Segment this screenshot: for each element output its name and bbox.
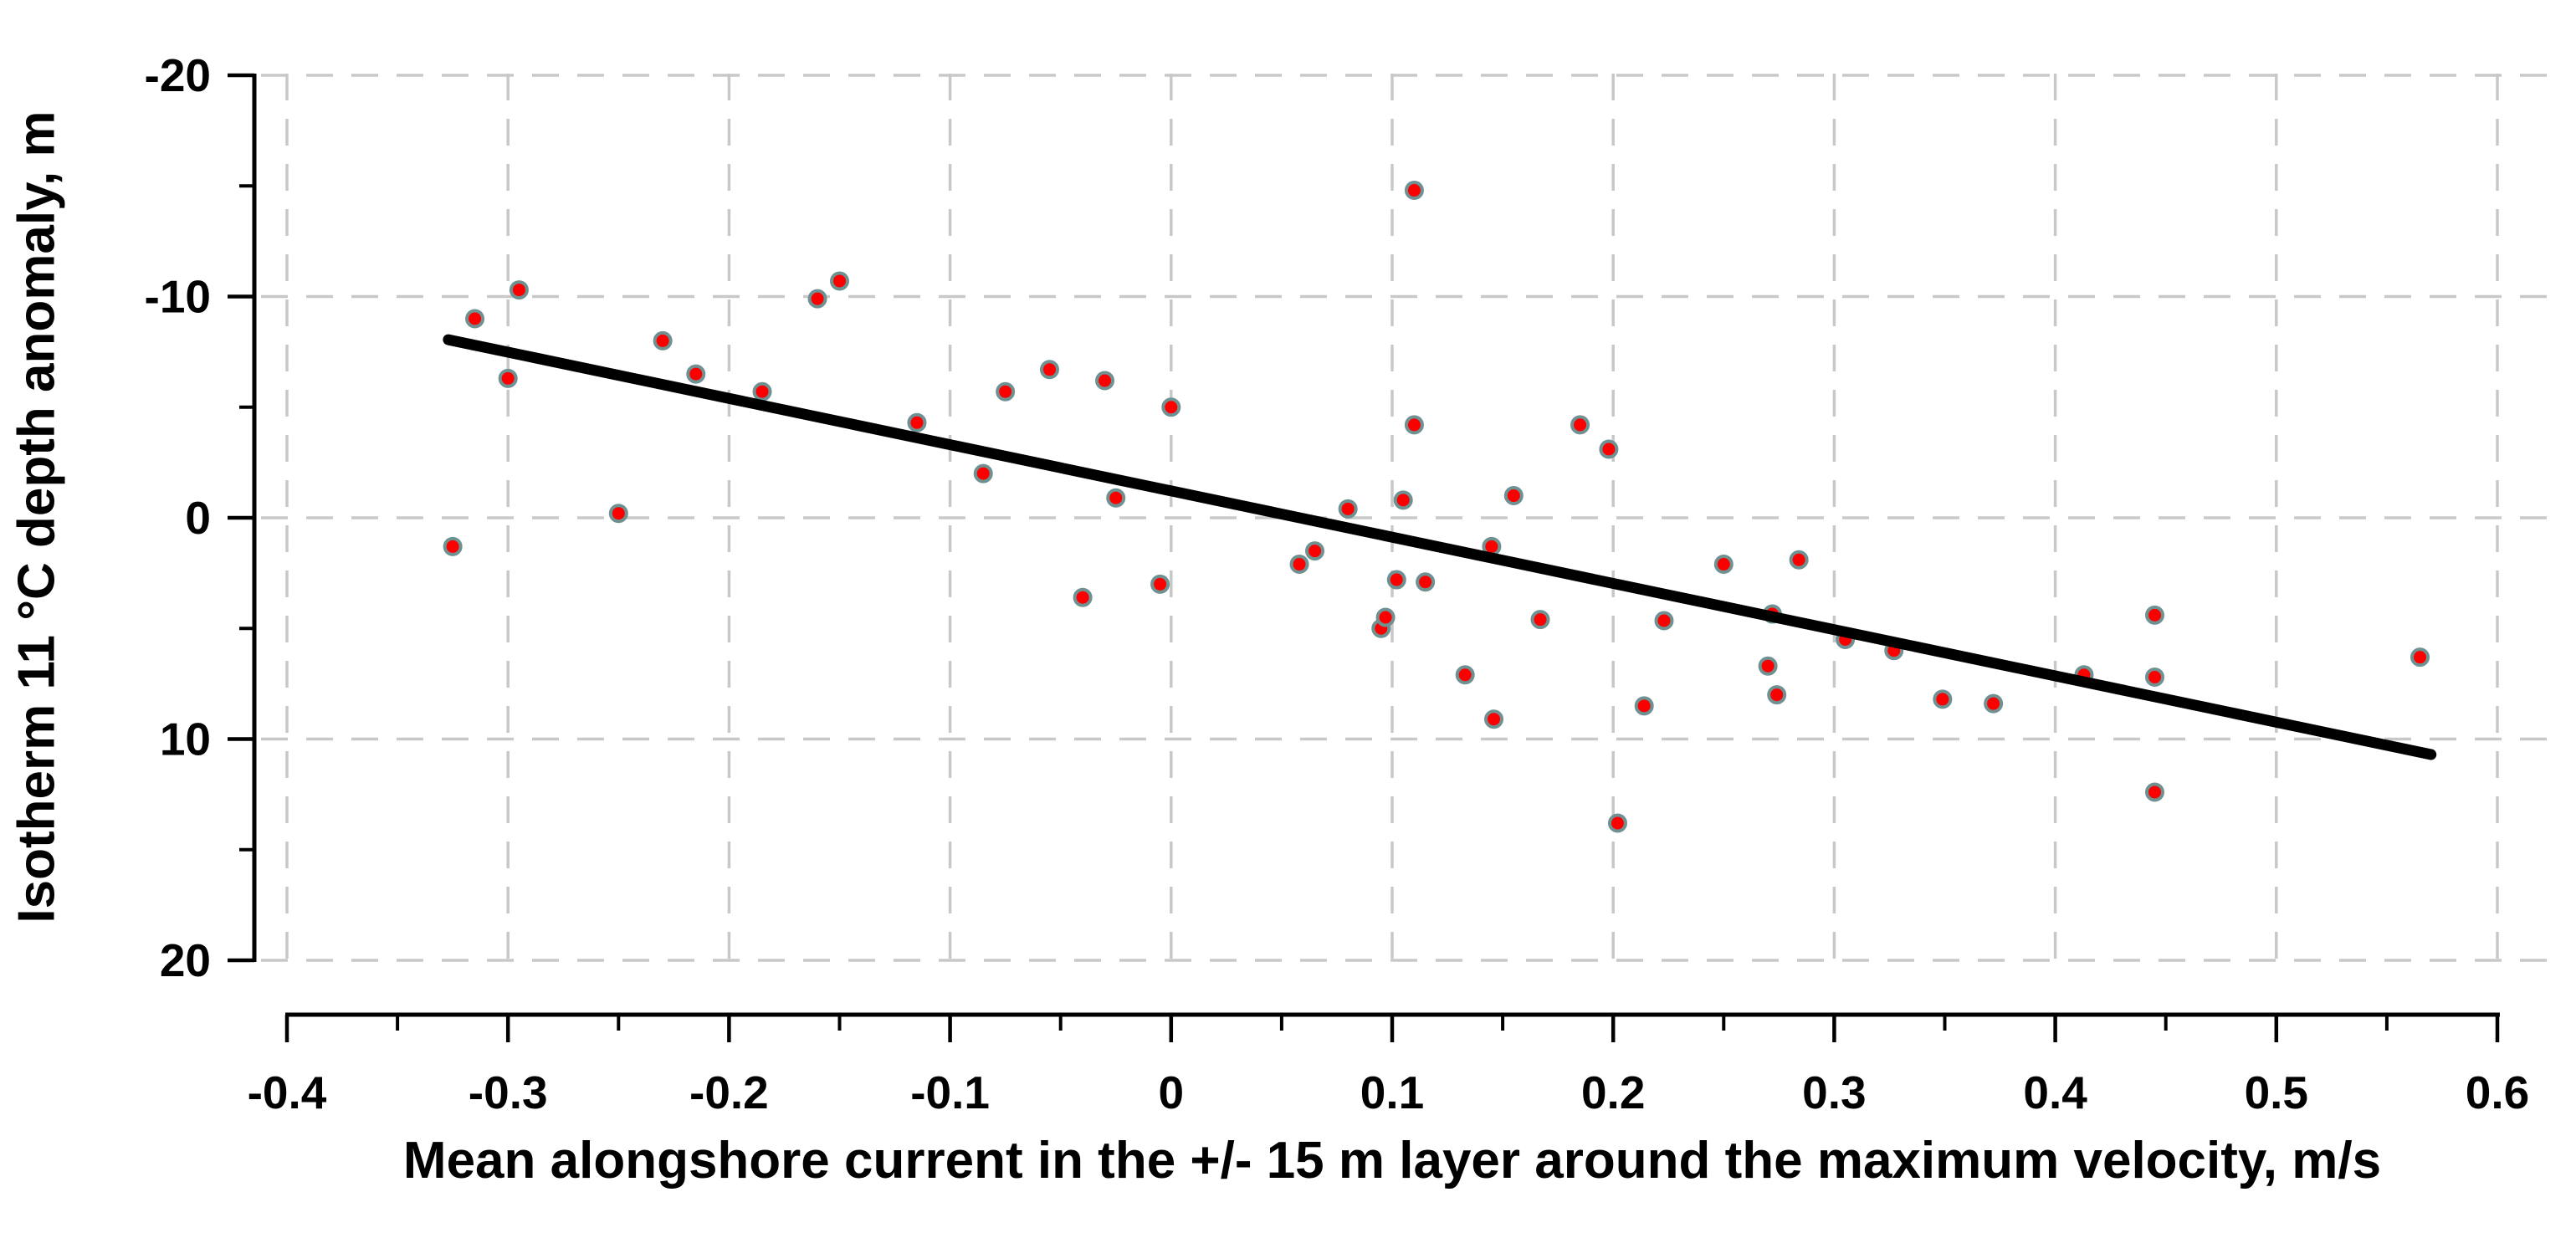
data-point — [1634, 696, 1654, 716]
data-point — [1455, 665, 1475, 685]
data-point — [1305, 541, 1325, 561]
data-point — [1758, 656, 1778, 676]
data-point — [498, 368, 518, 388]
data-point — [1289, 555, 1309, 575]
data-point — [1404, 415, 1424, 435]
data-point — [1161, 397, 1181, 417]
y-tick-label: 10 — [160, 714, 211, 765]
data-point — [1789, 550, 1809, 570]
data-point — [807, 289, 827, 309]
data-point — [996, 381, 1016, 402]
data-point — [1073, 587, 1093, 607]
data-point — [1484, 709, 1504, 729]
data-point — [1386, 570, 1406, 590]
data-point — [1599, 439, 1619, 459]
data-point — [443, 536, 463, 556]
x-tick-label: 0.3 — [1802, 1067, 1866, 1118]
data-point — [1654, 611, 1674, 631]
data-point — [465, 309, 485, 329]
data-point — [1607, 813, 1627, 833]
x-tick-label: 0.2 — [1581, 1067, 1645, 1118]
y-tick-label: 0 — [185, 492, 211, 544]
data-point — [830, 271, 849, 291]
x-tick-label: -0.4 — [248, 1067, 327, 1118]
y-tick-label: -20 — [145, 49, 212, 101]
y-tick-label: -10 — [145, 271, 212, 323]
data-point — [1767, 685, 1787, 705]
x-tick-label: 0.6 — [2466, 1067, 2529, 1118]
data-point — [686, 364, 706, 384]
data-point — [1984, 693, 2004, 714]
data-point — [1095, 371, 1115, 391]
data-point — [1530, 610, 1550, 630]
data-point — [1338, 499, 1358, 519]
data-point — [509, 280, 529, 300]
x-axis-title: Mean alongshore current in the +/- 15 m … — [402, 1132, 2382, 1190]
x-tick-label: 0.1 — [1360, 1067, 1424, 1118]
data-point — [973, 463, 993, 483]
data-point — [1039, 360, 1059, 380]
data-point — [1404, 181, 1424, 201]
data-point — [1150, 574, 1170, 594]
data-point — [2144, 605, 2164, 625]
data-point — [1393, 490, 1413, 510]
data-point — [1570, 415, 1590, 435]
x-tick-label: 0 — [1159, 1067, 1185, 1118]
data-point — [1933, 689, 1953, 709]
x-tick-label: -0.2 — [689, 1067, 769, 1118]
data-point — [2144, 782, 2164, 802]
data-point — [1375, 607, 1396, 627]
data-point — [653, 330, 673, 350]
x-tick-label: 0.5 — [2245, 1067, 2308, 1118]
data-point — [1503, 486, 1524, 506]
data-point — [608, 504, 628, 524]
y-axis-title: Isotherm 11 °C depth anomaly, m — [8, 110, 66, 923]
x-tick-label: -0.3 — [469, 1067, 548, 1118]
data-point — [1416, 572, 1436, 592]
trend-line — [443, 334, 2437, 760]
data-point — [1106, 488, 1126, 508]
data-point — [907, 412, 927, 432]
data-point — [1713, 555, 1734, 575]
data-point — [752, 381, 772, 402]
x-tick-label: 0.4 — [2023, 1067, 2087, 1118]
y-tick-label: 20 — [160, 934, 211, 986]
x-tick-label: -0.1 — [910, 1067, 990, 1118]
data-point — [2410, 647, 2430, 668]
data-point — [2144, 667, 2164, 687]
